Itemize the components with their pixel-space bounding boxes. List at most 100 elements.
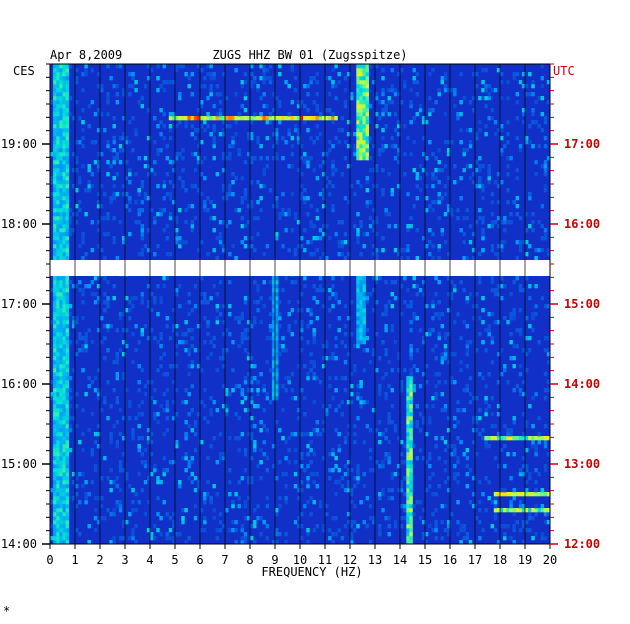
spectrogram-cell bbox=[509, 212, 513, 217]
spectrogram-cell bbox=[275, 540, 279, 545]
spectrogram-cell bbox=[512, 200, 516, 205]
spectrogram-cell bbox=[271, 368, 276, 373]
spectrogram-cell bbox=[378, 388, 382, 393]
spectrogram-cell bbox=[359, 380, 363, 385]
spectrogram-cell bbox=[68, 228, 73, 233]
spectrogram-cell bbox=[296, 300, 301, 305]
spectrogram-cell bbox=[431, 200, 435, 205]
spectrogram-cell bbox=[406, 496, 410, 501]
spectrogram-cell bbox=[409, 380, 413, 385]
spectrogram-cell bbox=[146, 64, 151, 69]
spectrogram-cell bbox=[431, 176, 435, 181]
spectrogram-cell bbox=[162, 468, 166, 473]
spectrogram-cell bbox=[53, 520, 57, 525]
spectrogram-cell bbox=[243, 500, 248, 505]
spectrogram-cell bbox=[218, 236, 223, 241]
spectrogram-cell bbox=[515, 240, 520, 245]
spectrogram-cell bbox=[259, 476, 263, 481]
spectrogram-cell bbox=[437, 332, 441, 337]
spectrogram-cell bbox=[525, 424, 529, 429]
spectrogram-cell bbox=[218, 240, 223, 245]
spectrogram-cell bbox=[390, 68, 395, 73]
spectrogram-cell bbox=[200, 172, 204, 177]
spectrogram-cell bbox=[134, 80, 138, 85]
spectrogram-cell bbox=[234, 412, 238, 417]
spectrogram-cell bbox=[243, 516, 248, 521]
spectrogram-cell bbox=[409, 392, 413, 397]
left-axis-timezone: CES bbox=[13, 64, 35, 78]
spectrogram-cell bbox=[521, 472, 526, 477]
spectrogram-cell bbox=[406, 464, 410, 469]
spectrogram-cell bbox=[343, 140, 348, 145]
spectrogram-cell bbox=[243, 300, 248, 305]
spectrogram-cell bbox=[540, 504, 545, 509]
spectrogram-cell bbox=[203, 528, 207, 533]
spectrogram-cell bbox=[359, 400, 363, 405]
spectrogram-cell bbox=[246, 516, 251, 521]
spectrogram-cell bbox=[431, 300, 435, 305]
spectrogram-cell bbox=[65, 532, 70, 537]
spectrogram-cell bbox=[243, 540, 248, 545]
spectrogram-cell bbox=[318, 256, 323, 261]
x-tick-label: 5 bbox=[171, 553, 178, 567]
spectrogram-cell bbox=[371, 244, 376, 249]
spectrogram-cell bbox=[362, 484, 366, 489]
spectrogram-cell bbox=[515, 116, 520, 121]
spectrogram-cell bbox=[134, 492, 138, 497]
spectrogram-cell bbox=[359, 500, 363, 505]
spectrogram-cell bbox=[59, 76, 63, 81]
spectrogram-cell bbox=[359, 284, 363, 289]
spectrogram-cell bbox=[412, 284, 416, 289]
spectrogram-cell bbox=[340, 476, 345, 481]
spectrogram-cell bbox=[403, 124, 407, 129]
spectrogram-cell bbox=[409, 384, 413, 389]
spectrogram-cell bbox=[531, 516, 535, 521]
spectrogram-cell bbox=[496, 284, 501, 289]
spectrogram-cell bbox=[212, 116, 216, 121]
spectrogram-cell bbox=[500, 448, 504, 453]
spectrogram-cell bbox=[487, 372, 491, 377]
spectrogram-cell bbox=[240, 104, 245, 109]
spectrogram-cell bbox=[506, 432, 510, 437]
spectrogram-cell bbox=[487, 480, 491, 485]
spectrogram-cell bbox=[78, 336, 82, 341]
spectrogram-cell bbox=[356, 236, 360, 241]
spectrogram-cell bbox=[471, 304, 476, 309]
spectrogram-cell bbox=[162, 284, 166, 289]
spectrogram-cell bbox=[246, 204, 251, 209]
spectrogram-cell bbox=[62, 208, 66, 213]
spectrogram-cell bbox=[409, 348, 413, 353]
spectrogram-cell bbox=[218, 528, 223, 533]
spectrogram-cell bbox=[362, 340, 366, 345]
spectrogram-cell bbox=[228, 436, 232, 441]
spectrogram-cell bbox=[237, 496, 241, 501]
spectrogram-cell bbox=[53, 148, 57, 153]
spectrogram-cell bbox=[431, 232, 435, 237]
spectrogram-cell bbox=[53, 100, 57, 105]
spectrogram-cell bbox=[131, 296, 135, 301]
spectrogram-cell bbox=[318, 132, 323, 137]
spectrogram-cell bbox=[518, 436, 523, 441]
spectrogram-cell bbox=[140, 400, 145, 405]
spectrogram-cell bbox=[53, 92, 57, 97]
spectrogram-cell bbox=[446, 520, 451, 525]
spectrogram-cell bbox=[296, 132, 301, 137]
spectrogram-cell bbox=[306, 340, 310, 345]
spectrogram-cell bbox=[271, 144, 276, 149]
spectrogram-cell bbox=[428, 204, 432, 209]
spectrogram-cell bbox=[171, 168, 176, 173]
spectrogram-cell bbox=[56, 536, 60, 541]
spectrogram-cell bbox=[315, 376, 320, 381]
spectrogram-cell bbox=[362, 244, 366, 249]
spectrogram-cell bbox=[368, 104, 373, 109]
spectrogram-cell bbox=[68, 280, 73, 285]
spectrogram-cell bbox=[178, 116, 182, 121]
spectrogram-cell bbox=[196, 160, 201, 165]
spectrogram-cell bbox=[240, 400, 245, 405]
spectrogram-cell bbox=[284, 500, 288, 505]
spectrogram-cell bbox=[156, 412, 160, 417]
spectrogram-cell bbox=[490, 276, 495, 281]
spectrogram-cell bbox=[56, 80, 60, 85]
spectrogram-cell bbox=[312, 332, 316, 337]
